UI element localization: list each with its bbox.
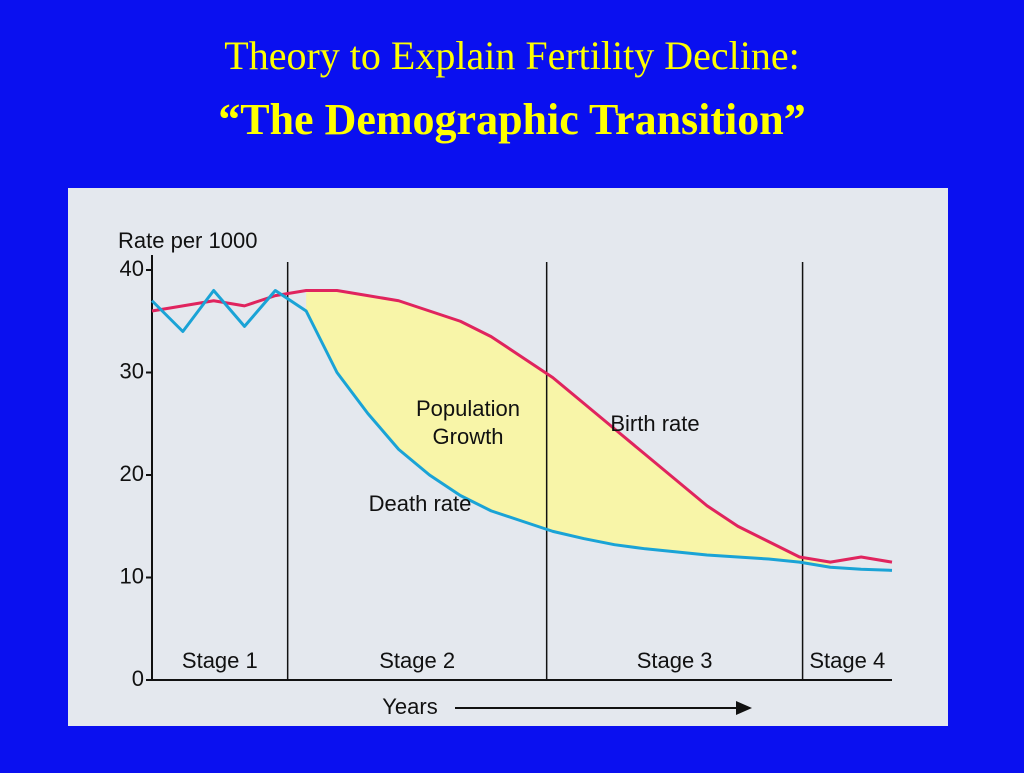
x-axis-label: Years xyxy=(382,694,437,719)
y-tick-label: 0 xyxy=(132,666,144,691)
arrow-head xyxy=(736,701,752,715)
series-label: Birth rate xyxy=(610,411,699,436)
growth-area xyxy=(306,290,831,568)
y-axis-label: Rate per 1000 xyxy=(118,228,257,253)
annotation: Population xyxy=(416,396,520,421)
slide-subtitle: “The Demographic Transition” xyxy=(218,95,806,144)
series-line xyxy=(150,289,893,572)
y-tick-label: 10 xyxy=(120,563,144,588)
y-tick-label: 30 xyxy=(120,358,144,383)
stage-label: Stage 2 xyxy=(379,648,455,673)
y-tick-label: 40 xyxy=(120,256,144,281)
series-line xyxy=(151,289,893,564)
stage-label: Stage 4 xyxy=(809,648,885,673)
slide-title: Theory to Explain Fertility Decline: xyxy=(224,33,799,78)
series-label: Death rate xyxy=(369,491,472,516)
stage-label: Stage 3 xyxy=(637,648,713,673)
stage-label: Stage 1 xyxy=(182,648,258,673)
y-tick-label: 20 xyxy=(120,461,144,486)
annotation: Growth xyxy=(433,424,504,449)
